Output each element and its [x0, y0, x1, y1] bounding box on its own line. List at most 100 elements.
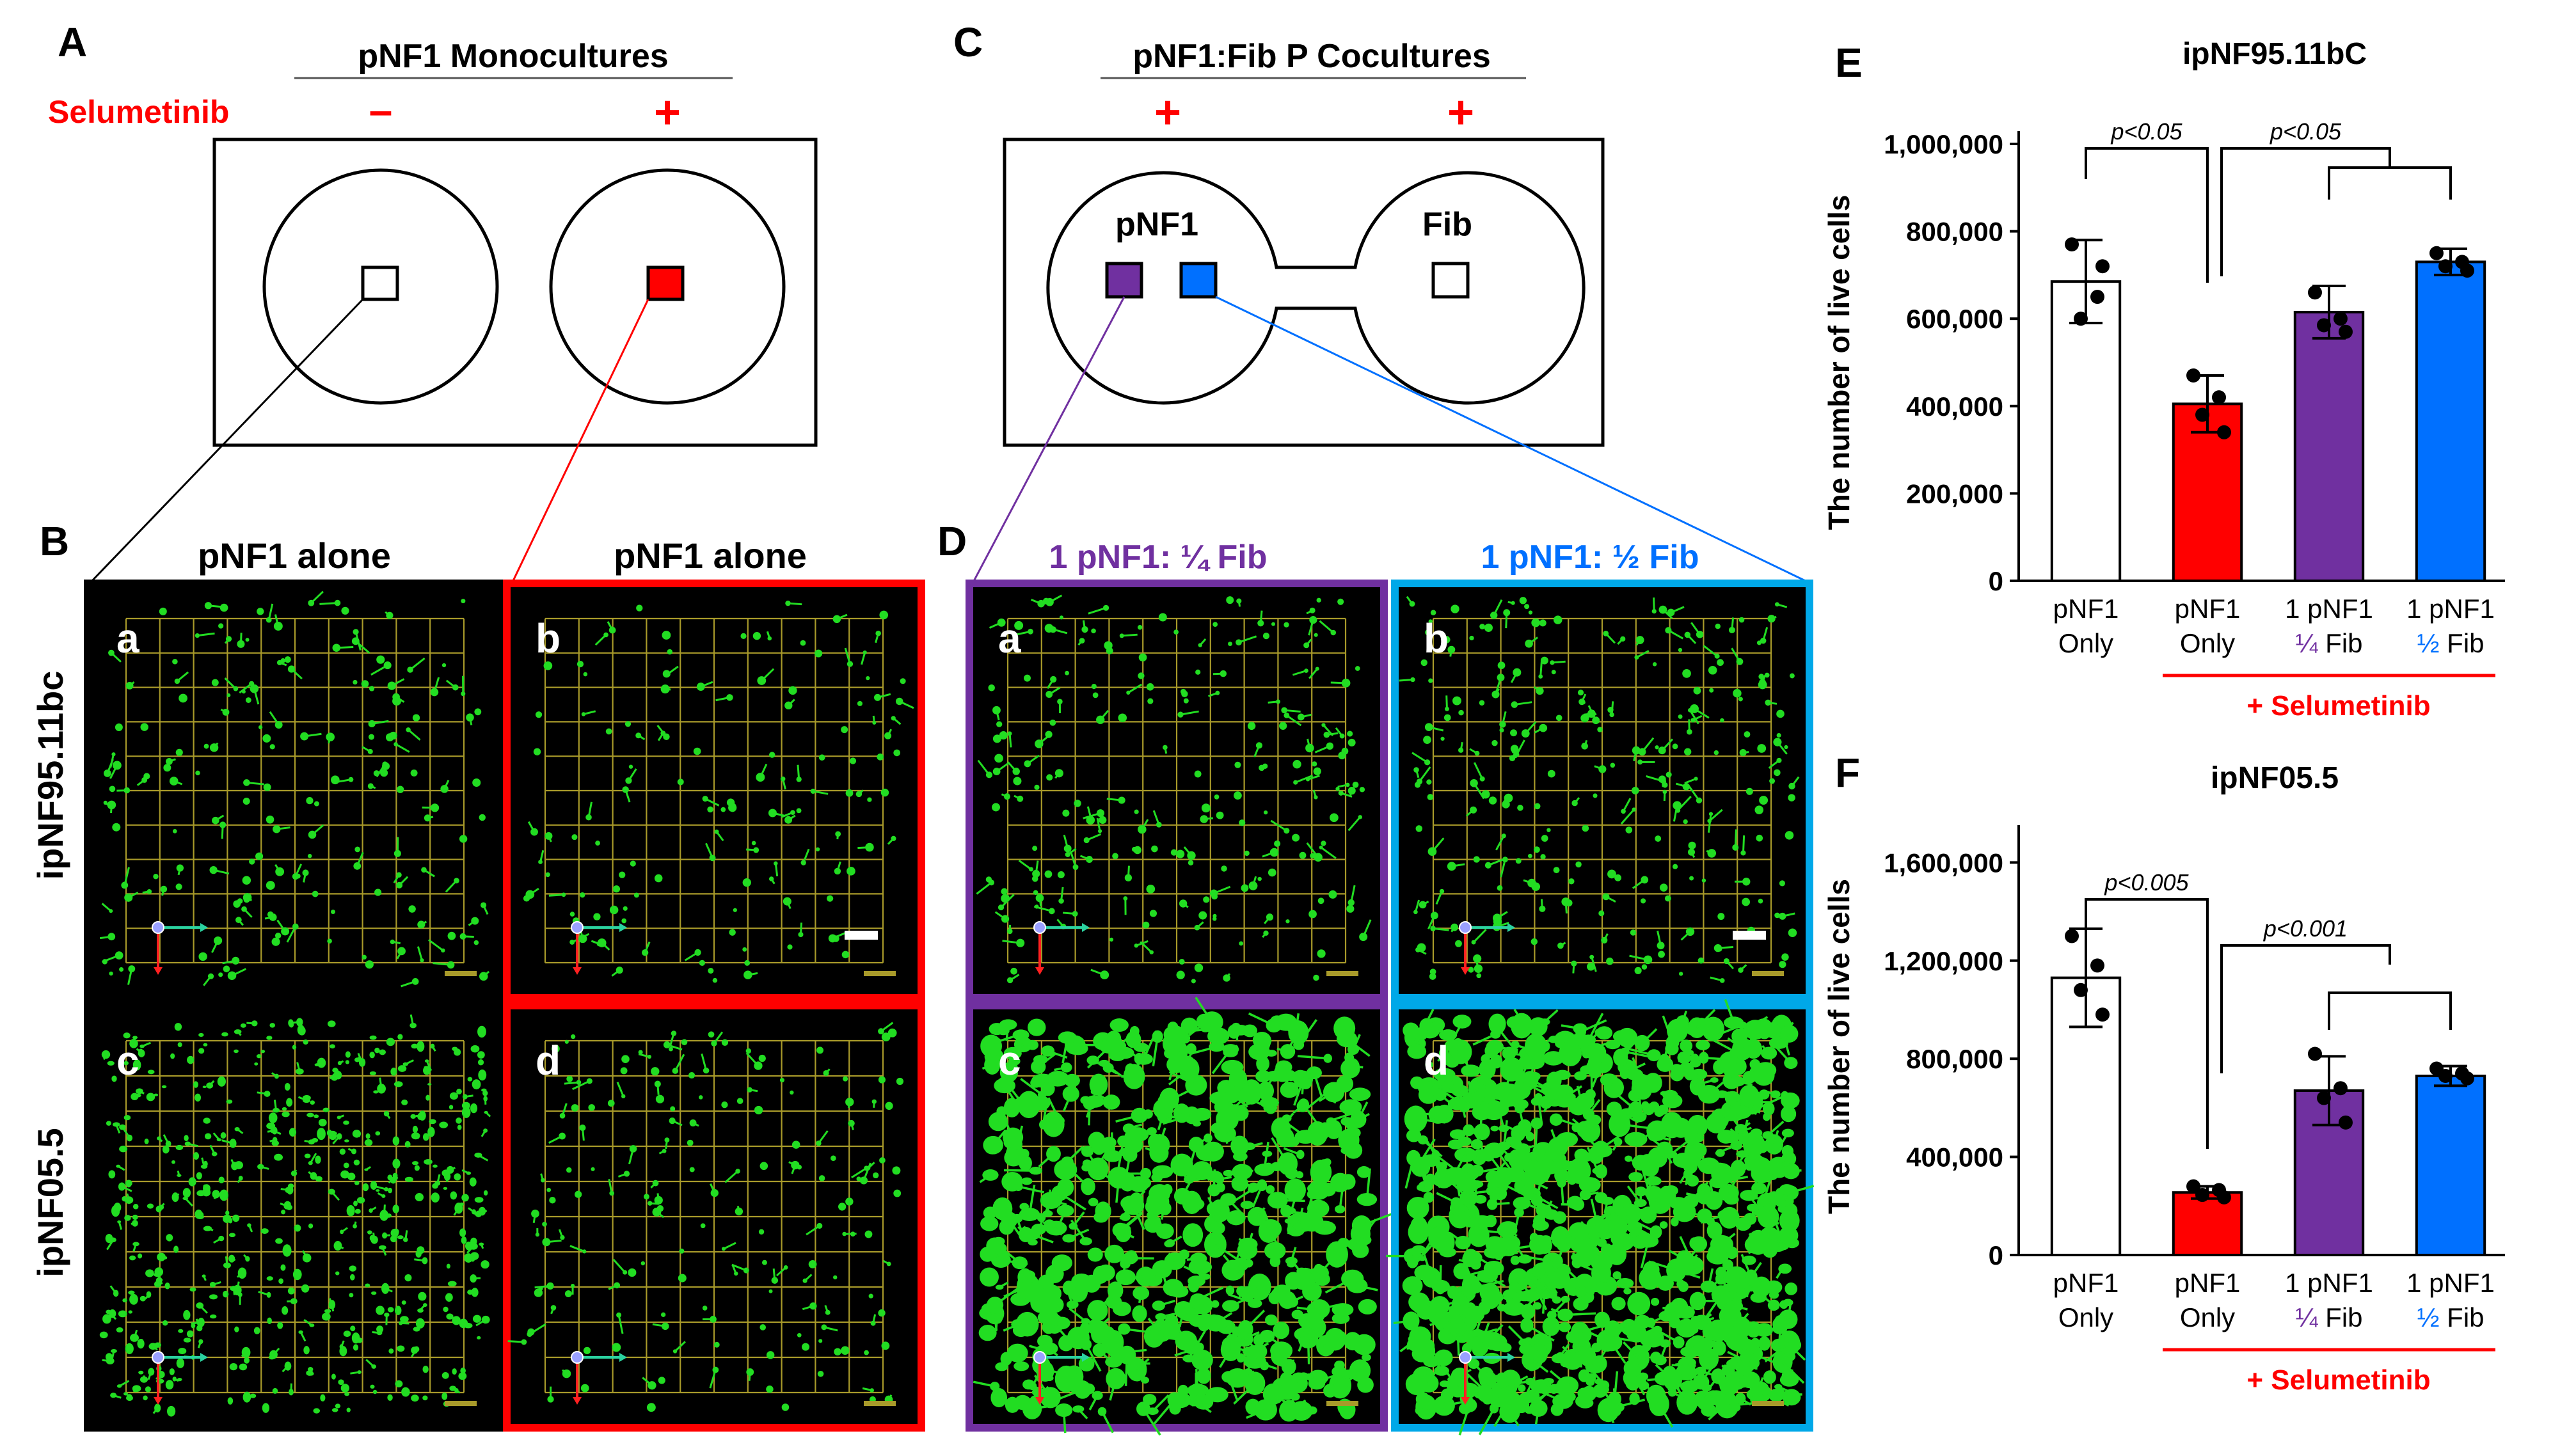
- panel-f-letter: F: [1835, 750, 1860, 796]
- data-point: [2186, 368, 2200, 383]
- micrograph-stamp: [1326, 971, 1358, 976]
- treatment-label: + Selumetinib: [2246, 690, 2430, 722]
- field-marker-quarter: [1105, 262, 1143, 299]
- panel-c-letter: C: [953, 19, 983, 65]
- micrograph-d-d: d: [1386, 999, 1815, 1436]
- data-point: [2212, 390, 2226, 405]
- panel-b-col2-title: pNF1 alone: [614, 535, 807, 576]
- data-point: [2074, 983, 2088, 997]
- row1-label: ipNF95.11bc: [30, 671, 70, 880]
- panel-d-col2-title: 1 pNF1: ½ Fib: [1481, 539, 1699, 576]
- data-point: [2195, 407, 2209, 422]
- data-point: [2438, 259, 2453, 274]
- micrograph-cells: [976, 594, 1372, 984]
- data-point: [2317, 318, 2331, 333]
- field-marker-untreated: [361, 265, 399, 301]
- axis-indicator-icon: [1033, 921, 1090, 975]
- data-point: [2334, 312, 2348, 326]
- data-point: [2090, 958, 2104, 973]
- data-point: [2217, 425, 2231, 439]
- plus-sign-left: +: [1154, 87, 1181, 138]
- scale-bar: [845, 931, 878, 940]
- p-value-label: p<0.005: [2104, 869, 2189, 896]
- x-tick-label: ½ Fib: [2417, 1302, 2484, 1332]
- data-point: [2339, 1115, 2353, 1130]
- data-point: [2065, 237, 2079, 252]
- chart-e: ipNF95.11bC The number of live cells 0 200,…: [1822, 37, 2505, 722]
- micrograph-d-c: c: [966, 997, 1392, 1436]
- panel-c: C pNF1:Fib P Cocultures + + pNF1 Fib: [953, 19, 1811, 585]
- data-point: [2429, 246, 2444, 260]
- x-tick-label: Only: [2180, 1302, 2235, 1332]
- data-point: [2308, 1046, 2322, 1061]
- row2-label: ipNF05.5: [30, 1128, 70, 1277]
- micrograph-stamp: [864, 971, 896, 976]
- y-tick-label: 400,000: [1906, 391, 2003, 422]
- panel-d-letter: D: [937, 518, 967, 564]
- micrograph-sublabel: b: [536, 615, 561, 661]
- y-tick-label: 800,000: [1906, 217, 2003, 247]
- micrograph-stamp: [445, 971, 477, 976]
- x-tick-label: Only: [2058, 628, 2113, 658]
- micrograph-b-a: a: [84, 580, 506, 1002]
- y-tick-label: 200,000: [1906, 478, 2003, 509]
- x-tick-label: 1 pNF1: [2406, 594, 2495, 624]
- bar: [2050, 280, 2122, 582]
- treatment-label: + Selumetinib: [2246, 1364, 2430, 1396]
- x-tick-label: 1 pNF1: [2406, 1268, 2495, 1298]
- axis-indicator-icon: [1459, 1351, 1515, 1405]
- bar: [2415, 1075, 2486, 1257]
- p-value-label: p<0.001: [2263, 915, 2348, 942]
- y-tick-label: 1,000,000: [1884, 129, 2003, 159]
- micrograph-sublabel: a: [998, 615, 1021, 661]
- panel-a-letter: A: [58, 19, 87, 65]
- selumetinib-label: Selumetinib: [48, 94, 229, 130]
- panel-a: A pNF1 Monocultures Selumetinib – +: [48, 19, 818, 585]
- data-point: [2095, 259, 2110, 274]
- micrograph-stamp: [445, 1401, 477, 1406]
- zoom-line-purple: [971, 296, 1125, 584]
- zoom-line-blue: [1215, 296, 1811, 585]
- y-tick-label: 800,000: [1906, 1044, 2003, 1074]
- chart-title: ipNF95.11bC: [2182, 37, 2367, 71]
- data-point: [2095, 1007, 2110, 1022]
- significance-bracket: [2085, 147, 2209, 283]
- data-point: [2195, 1188, 2209, 1203]
- data-point: [2460, 1071, 2474, 1086]
- y-tick-label: 400,000: [1906, 1142, 2003, 1173]
- significance-bracket: [2328, 166, 2452, 200]
- bar: [2415, 260, 2486, 582]
- axis-indicator-icon: [571, 921, 627, 975]
- micrograph-stamp: [1752, 1401, 1784, 1406]
- micrograph-cells: [973, 997, 1392, 1436]
- x-tick-label: ¼ Fib: [2295, 1302, 2362, 1332]
- micrograph-sublabel: d: [536, 1038, 561, 1084]
- plus-sign: +: [654, 87, 681, 138]
- micrograph-cells: [1386, 999, 1815, 1436]
- x-tick-label: pNF1: [2053, 1268, 2119, 1298]
- panel-c-title: pNF1:Fib P Cocultures: [1133, 38, 1491, 75]
- micrograph-d-b: b: [1391, 580, 1813, 1002]
- x-tick-label: pNF1: [2175, 594, 2241, 624]
- panel-b: B pNF1 alone pNF1 alone ipNF95.11bc ipNF…: [30, 518, 925, 1432]
- panel-b-col1-title: pNF1 alone: [198, 535, 391, 576]
- micrograph-d-a: a: [966, 580, 1388, 1002]
- bar: [2293, 310, 2365, 582]
- micrograph-sublabel: c: [998, 1038, 1021, 1084]
- data-point: [2339, 324, 2353, 339]
- axis-indicator-icon: [1459, 921, 1515, 975]
- micrograph-sublabel: a: [116, 615, 139, 661]
- panel-b-letter: B: [40, 518, 69, 564]
- x-tick-label: pNF1: [2175, 1268, 2241, 1298]
- micrograph-sublabel: b: [1424, 615, 1449, 661]
- coculture-well: [1046, 171, 1586, 405]
- data-point: [2308, 285, 2322, 300]
- chart-f: ipNF05.5 The number of live cells 0 400,000…: [1822, 761, 2505, 1396]
- data-point: [2438, 1069, 2453, 1084]
- minus-sign: –: [369, 86, 393, 134]
- micrograph-cells: [507, 1022, 904, 1412]
- panel-e: E ipNF95.11bC The number of live cells 0 20…: [1822, 37, 2505, 722]
- micrograph-stamp: [864, 1401, 896, 1406]
- coculture-plate: [1003, 138, 1605, 447]
- x-tick-label: pNF1: [2053, 594, 2119, 624]
